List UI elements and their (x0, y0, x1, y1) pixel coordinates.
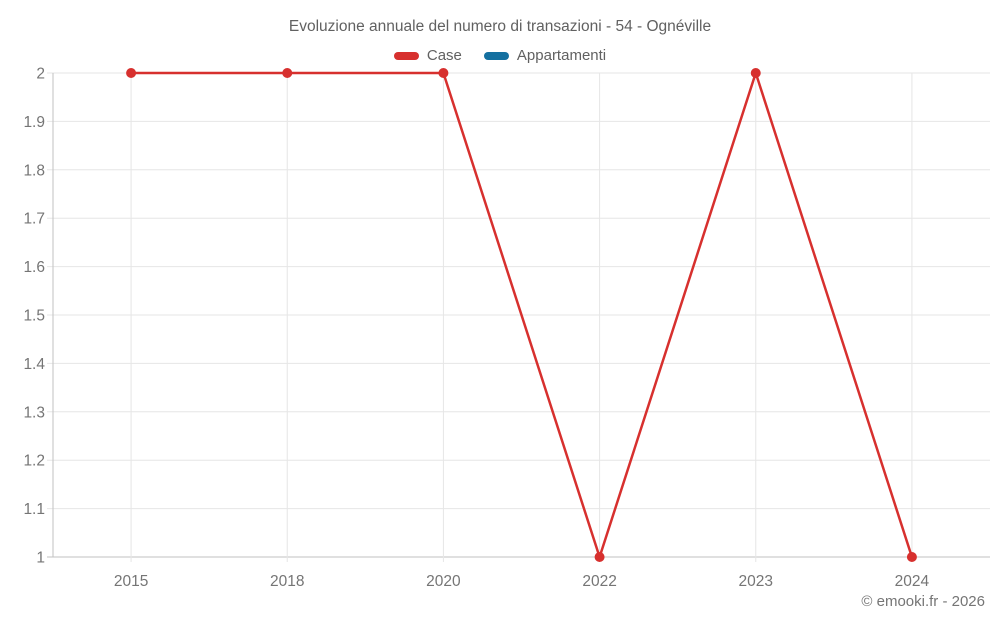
y-tick-label: 1.7 (23, 211, 45, 228)
y-tick-label: 1.6 (23, 259, 45, 276)
chart-legend: Case Appartamenti (0, 47, 1000, 64)
data-point-case-2023[interactable] (750, 68, 761, 78)
legend-swatch-icon (393, 51, 419, 60)
series-line-case (129, 71, 914, 559)
x-tick-label: 2018 (270, 573, 304, 590)
y-tick-label: 1.8 (23, 162, 45, 179)
y-tick-label: 1.9 (23, 114, 45, 131)
y-tick-label: 1.3 (23, 404, 45, 421)
legend-item-case[interactable]: Case (393, 47, 462, 64)
data-point-case-2020[interactable] (438, 68, 449, 78)
y-tick-label: 1 (36, 550, 45, 567)
legend-label: Appartamenti (516, 47, 607, 64)
legend-item-appartamenti[interactable]: Appartamenti (483, 47, 607, 64)
y-tick-label: 2 (36, 66, 45, 83)
x-tick-label: 2020 (426, 573, 461, 590)
data-point-case-2018[interactable] (282, 68, 293, 78)
x-tick-label: 2015 (114, 573, 148, 590)
credit-text: © emooki.fr - 2026 (861, 593, 985, 610)
data-point-case-2022[interactable] (594, 552, 605, 562)
data-point-case-2024[interactable] (906, 552, 917, 562)
x-tick-label: 2023 (739, 573, 773, 590)
x-tick-label: 2024 (895, 573, 930, 590)
y-tick-label: 1.4 (23, 356, 45, 373)
y-tick-label: 1.2 (23, 453, 45, 470)
legend-label: Case (426, 47, 462, 64)
y-tick-label: 1.1 (23, 501, 45, 518)
y-tick-label: 1.5 (23, 308, 45, 325)
data-point-case-2015[interactable] (126, 68, 137, 78)
x-tick-label: 2022 (582, 573, 616, 590)
legend-swatch-icon (483, 51, 509, 60)
chart-title: Evoluzione annuale del numero di transaz… (288, 18, 712, 35)
